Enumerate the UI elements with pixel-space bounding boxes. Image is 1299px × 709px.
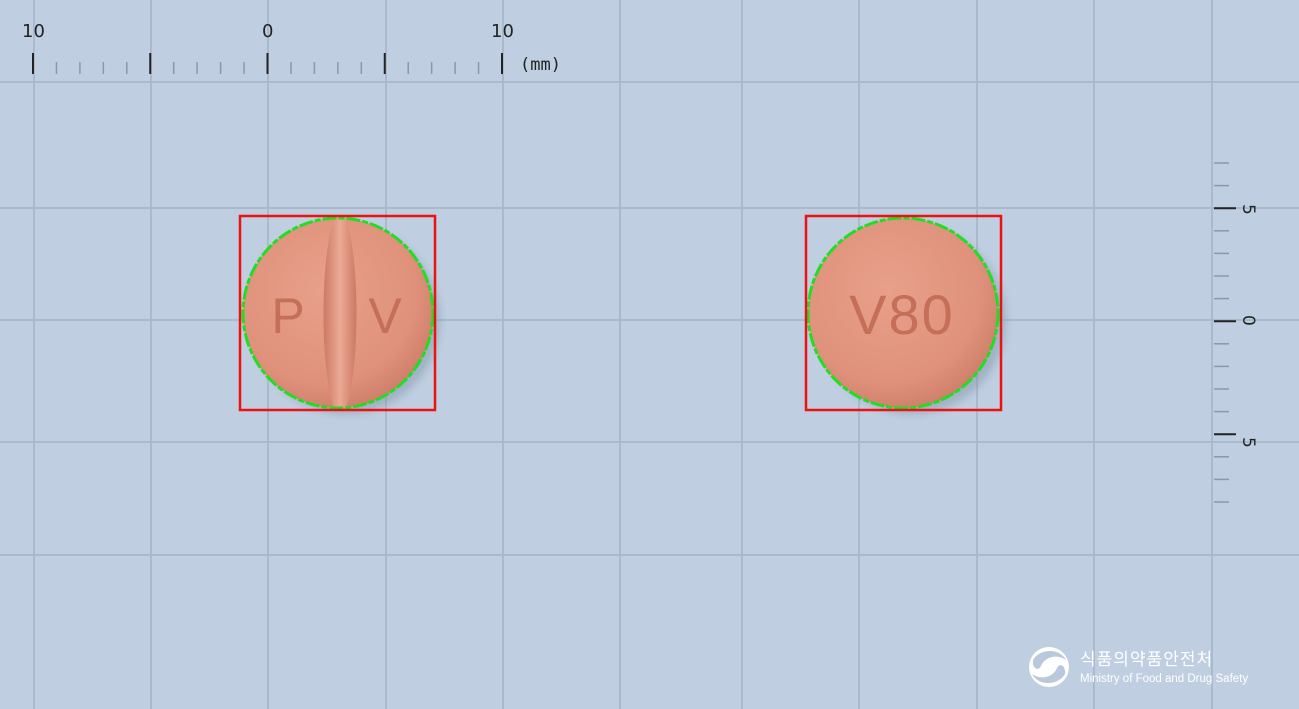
pill-front-outline [241, 216, 435, 410]
pill-front: P V [238, 214, 440, 414]
pill-back-body [808, 218, 998, 408]
mfds-logo: 식품의약품안전처 Ministry of Food and Drug Safet… [1080, 650, 1248, 687]
pill-back-outline [806, 216, 1000, 410]
pill-front-score-line [323, 219, 357, 409]
top-ruler-label-left: 10 [22, 21, 45, 42]
pill-front-imprint-left: P [271, 288, 304, 344]
top-ruler-unit: (mm) [520, 55, 561, 75]
pill-front-imprint-right: V [368, 288, 402, 344]
mfds-name-english: Ministry of Food and Drug Safety [1080, 673, 1249, 685]
right-ruler: 5 0 5 [1214, 162, 1258, 503]
right-ruler-label-zero: 0 [1238, 315, 1258, 326]
right-ruler-label-top: 5 [1238, 204, 1258, 215]
top-ruler-label-zero: 0 [262, 21, 273, 42]
mfds-name-korean: 식품의약품안전처 [1080, 650, 1214, 669]
right-ruler-ticks [1214, 162, 1236, 503]
pill-back: V80 [804, 214, 1006, 414]
top-ruler-ticks [32, 53, 503, 74]
right-ruler-label-bottom: 5 [1238, 437, 1258, 448]
pill-back-imprint: V80 [849, 283, 955, 346]
top-ruler-label-right: 10 [491, 21, 514, 42]
pill-front-bounding-box [238, 214, 437, 412]
pill-back-bounding-box [804, 214, 1003, 412]
mfds-emblem-icon [1029, 647, 1069, 687]
top-ruler: 10 0 10 (mm) [22, 21, 561, 75]
